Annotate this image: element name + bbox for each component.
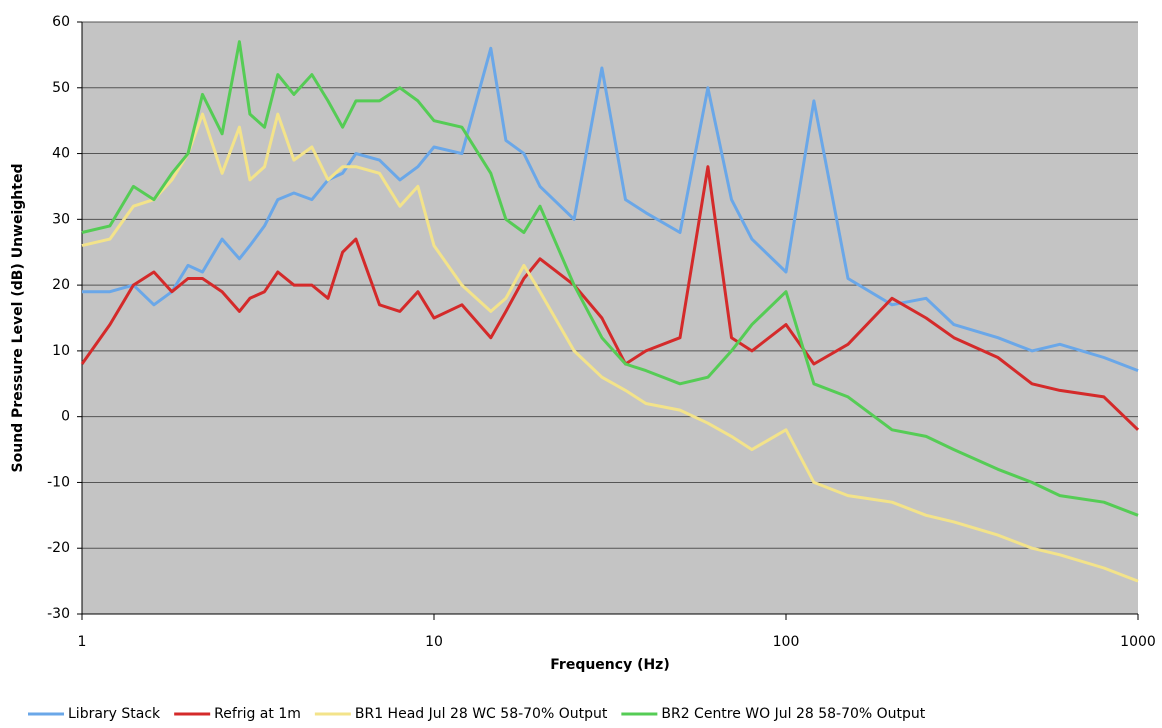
legend-label: BR1 Head Jul 28 WC 58-70% Output [355,706,608,722]
series-line [82,46,1139,373]
legend-label: BR2 Centre WO Jul 28 58-70% Output [661,706,925,722]
y-axis-title: Sound Pressure Level (dB) Unweighted [10,164,26,473]
y-tick-label: 40 [52,146,70,162]
x-tick-label: 1 [78,634,87,650]
legend-label: Refrig at 1m [214,706,301,722]
y-tick-label: 60 [52,14,70,30]
y-tick-label: 50 [52,80,70,96]
legend-label: Library Stack [68,706,161,722]
y-tick-label: -10 [47,474,70,490]
y-tick-label: -30 [47,606,70,622]
series-line [81,112,1139,583]
series-line [80,165,1140,431]
series-line [81,40,1139,517]
y-tick-label: 0 [61,409,70,425]
y-tick-label: 30 [52,211,70,227]
y-tick-label: 10 [52,343,70,359]
y-tick-label: 20 [52,277,70,293]
y-tick-label: -20 [47,540,70,556]
x-tick-label: 1000 [1120,634,1156,650]
x-tick-label: 100 [773,634,800,650]
x-axis-title: Frequency (Hz) [550,657,669,673]
x-tick-label: 10 [425,634,443,650]
